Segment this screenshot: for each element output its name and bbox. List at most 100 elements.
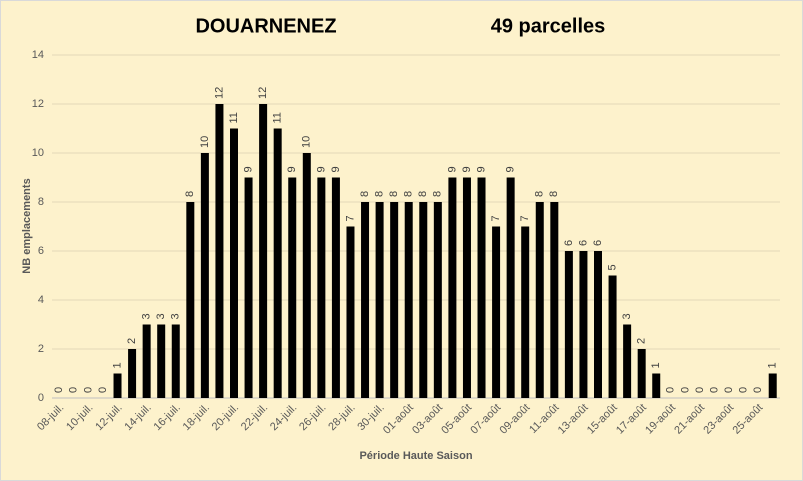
data-label: 0 xyxy=(82,387,94,393)
bar xyxy=(404,202,413,398)
bar xyxy=(128,349,137,398)
y-tick-label: 6 xyxy=(38,245,44,257)
y-tick-label: 4 xyxy=(38,294,44,306)
bar xyxy=(652,373,661,398)
data-label: 2 xyxy=(636,338,648,344)
data-label: 1 xyxy=(767,362,779,368)
bar xyxy=(550,202,559,398)
bar xyxy=(186,202,195,398)
bar xyxy=(521,226,530,398)
data-label: 6 xyxy=(592,240,604,246)
bar xyxy=(259,104,268,398)
bar xyxy=(346,226,355,398)
data-label: 8 xyxy=(403,191,415,197)
bar xyxy=(375,202,384,398)
bar xyxy=(230,128,238,398)
bar xyxy=(492,226,501,398)
data-label: 9 xyxy=(475,166,487,172)
bar xyxy=(433,202,442,398)
data-label: 1 xyxy=(650,362,662,368)
bar xyxy=(564,251,573,398)
bar xyxy=(535,202,544,398)
data-label: 3 xyxy=(621,313,633,319)
data-label: 9 xyxy=(446,166,458,172)
bar xyxy=(361,202,370,398)
data-label: 0 xyxy=(752,387,764,393)
data-label: 3 xyxy=(170,313,182,319)
data-label: 2 xyxy=(126,338,138,344)
data-label: 9 xyxy=(330,166,342,172)
bar xyxy=(579,251,588,398)
y-tick-label: 12 xyxy=(32,98,44,110)
bar xyxy=(419,202,428,398)
bar xyxy=(273,128,282,398)
data-label: 12 xyxy=(257,87,269,99)
y-tick-label: 10 xyxy=(32,147,44,159)
bar xyxy=(215,104,224,398)
data-label: 9 xyxy=(505,166,517,172)
bar xyxy=(200,153,209,398)
bar xyxy=(171,324,180,398)
data-label: 7 xyxy=(344,215,356,221)
y-tick-label: 2 xyxy=(38,343,44,355)
bar xyxy=(288,177,297,398)
bar xyxy=(317,177,326,398)
data-label: 8 xyxy=(184,191,196,197)
data-label: 8 xyxy=(374,191,386,197)
data-label: 11 xyxy=(272,112,284,123)
y-axis-label: NB emplacements xyxy=(21,178,33,273)
bar xyxy=(462,177,471,398)
data-label: 10 xyxy=(301,136,313,148)
data-label: 8 xyxy=(417,191,429,197)
data-label: 7 xyxy=(490,215,502,221)
data-label: 8 xyxy=(359,191,371,197)
y-tick-label: 14 xyxy=(32,49,44,61)
bar xyxy=(477,177,486,398)
data-label: 9 xyxy=(461,166,473,172)
bar xyxy=(623,324,632,398)
data-label: 0 xyxy=(738,387,750,393)
data-label: 0 xyxy=(694,387,706,393)
data-label: 9 xyxy=(315,166,327,172)
data-label: 6 xyxy=(563,240,575,246)
bar xyxy=(244,177,253,398)
data-label: 12 xyxy=(213,87,225,99)
data-label: 1 xyxy=(111,362,123,368)
bar xyxy=(594,251,602,398)
chart-subtitle: 49 parcelles xyxy=(491,15,606,37)
bar xyxy=(637,349,646,398)
bar xyxy=(608,275,617,398)
data-label: 0 xyxy=(665,387,677,393)
data-label: 7 xyxy=(519,215,531,221)
bar xyxy=(768,373,777,398)
data-label: 3 xyxy=(141,313,153,319)
bar xyxy=(142,324,151,398)
data-label: 8 xyxy=(534,191,546,197)
y-tick-label: 8 xyxy=(38,196,44,208)
bar xyxy=(506,177,515,398)
bar xyxy=(302,153,311,398)
bar xyxy=(448,177,457,398)
data-label: 0 xyxy=(708,387,720,393)
data-label: 5 xyxy=(606,264,618,270)
bar xyxy=(157,324,166,398)
data-label: 9 xyxy=(286,166,298,172)
data-label: 0 xyxy=(68,387,80,393)
data-label: 3 xyxy=(155,313,167,319)
data-label: 6 xyxy=(577,240,589,246)
data-label: 0 xyxy=(97,387,109,393)
data-label: 10 xyxy=(199,136,211,148)
data-label: 8 xyxy=(388,191,400,197)
chart-title: DOUARNENEZ xyxy=(195,15,336,37)
y-tick-label: 0 xyxy=(38,392,44,404)
data-label: 9 xyxy=(242,166,254,172)
data-label: 11 xyxy=(228,112,240,123)
data-label: 0 xyxy=(53,387,65,393)
data-label: 0 xyxy=(679,387,691,393)
bar xyxy=(331,177,340,398)
data-label: 8 xyxy=(548,191,560,197)
bar xyxy=(390,202,399,398)
bar xyxy=(113,373,122,398)
